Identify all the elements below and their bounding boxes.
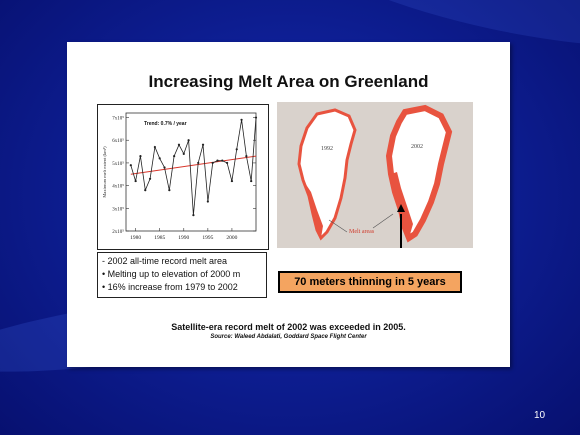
data-point (168, 189, 171, 192)
map-year-2002: 2002 (411, 144, 423, 150)
data-point (226, 161, 229, 165)
y-tick-label: 6x10⁵ (112, 138, 124, 144)
data-point (240, 118, 243, 121)
data-point (206, 200, 209, 203)
melt-area-2002 (391, 172, 413, 238)
trend-line (130, 155, 257, 175)
data-point (201, 143, 205, 146)
data-point (139, 155, 142, 158)
bullet-item: • 16% increase from 1979 to 2002 (102, 282, 238, 292)
data-point (158, 157, 161, 160)
data-point (134, 179, 137, 183)
data-point (153, 145, 156, 149)
data-point (197, 161, 200, 165)
plot-frame (125, 112, 257, 232)
data-point (129, 164, 132, 167)
data-point (245, 155, 248, 158)
data-point (163, 166, 166, 169)
slide-title: Increasing Melt Area on Greenland (148, 72, 429, 91)
x-tick-label: 1985 (154, 235, 165, 241)
x-tick-label: 1980 (130, 235, 141, 241)
melt-area-1992 (303, 180, 323, 238)
bullet-item: • Melting up to elevation of 2000 m (102, 269, 241, 279)
slide-caption: Satellite-era record melt of 2002 was ex… (171, 322, 406, 332)
data-point (235, 148, 238, 151)
source-credit: Source: Waleed Abdalati, Goddard Space F… (210, 334, 367, 340)
data-point (177, 143, 181, 146)
map-year-1992: 1992 (321, 146, 333, 152)
x-tick-label: 2000 (226, 235, 237, 241)
data-point (144, 189, 147, 192)
key-facts-box: - 2002 all-time record melt area • Melti… (97, 252, 267, 298)
y-tick-label: 2x10⁵ (112, 229, 124, 235)
melt-areas-label: Melt areas (349, 229, 375, 235)
map-1992: 1992 (297, 108, 357, 241)
data-point (254, 116, 258, 119)
data-point (230, 179, 234, 183)
page-number: 10 (534, 410, 546, 421)
melt-extent-chart: 2x10⁵ 3x10⁵ 4x10⁵ 5x10⁵ 6x10⁵ 7x10⁵ 1980 1985 19… (97, 104, 269, 250)
x-tick-label: 1990 (178, 235, 189, 241)
data-point (148, 177, 152, 180)
greenland-maps: 1992 2002 Melt areas (277, 102, 473, 266)
y-tick-label: 3x10⁵ (112, 206, 124, 212)
data-point (221, 159, 224, 162)
data-point (192, 214, 195, 217)
data-point (187, 139, 190, 142)
data-point (216, 159, 219, 162)
y-axis-label: Maximum melt extent (km²) (102, 146, 107, 198)
maps-svg: 1992 2002 Melt areas (297, 104, 453, 266)
melt-series-line (130, 117, 257, 216)
data-point (211, 161, 214, 165)
greenland-outline-2002 (385, 104, 453, 243)
data-point (182, 152, 185, 155)
slide-card: Increasing Melt Area on Greenland 2x10⁵ 3… (67, 42, 510, 367)
y-tick-label: 4x10⁵ (112, 184, 124, 190)
trend-annotation: Trend: 0.7% / year (144, 121, 187, 127)
y-tick-label: 5x10⁵ (112, 161, 124, 167)
chart-svg: 2x10⁵ 3x10⁵ 4x10⁵ 5x10⁵ 6x10⁵ 7x10⁵ 1980 1985 19… (102, 112, 258, 241)
y-tick-label: 7x10⁵ (112, 116, 124, 122)
greenland-outline-1992 (297, 108, 357, 241)
x-tick-label: 1995 (202, 235, 213, 241)
data-point (173, 155, 176, 158)
thinning-callout: 70 meters thinning in 5 years (278, 271, 462, 293)
bullet-item: - 2002 all-time record melt area (102, 256, 228, 266)
map-2002: 2002 (385, 104, 453, 243)
data-point (250, 179, 253, 183)
